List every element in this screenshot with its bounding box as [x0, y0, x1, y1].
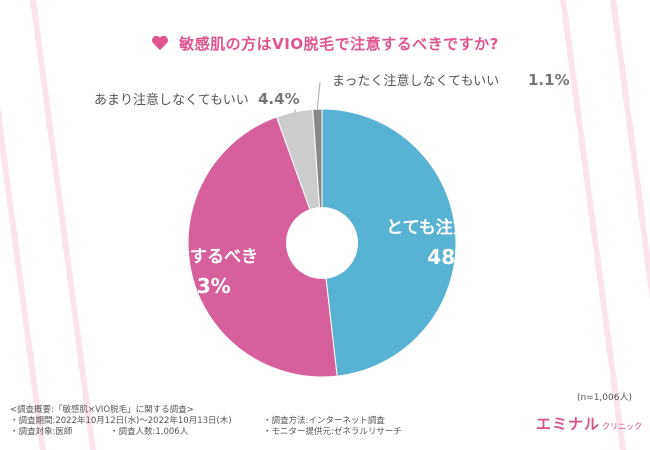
leader-line — [294, 109, 297, 113]
slice-label: やや注意するべき — [122, 246, 258, 267]
survey-period: ・調査期間:2022年10月12日(水)〜2022年10月13日(木) — [10, 416, 232, 426]
survey-provider: ・モニター提供元:ゼネラルリサーチ — [263, 427, 402, 437]
survey-overview: <調査概要:「敏感肌×VIO脱毛」に関する調査> ・調査期間:2022年10月1… — [10, 405, 402, 438]
slice-value-label: 48.2% — [427, 245, 496, 269]
donut-hole — [286, 207, 358, 279]
slice-label: とても注意するべき — [386, 217, 538, 238]
logo-sub-text: クリニック — [602, 422, 643, 431]
slice-value-label: 4.4% — [258, 90, 300, 108]
slice-label: あまり注意しなくてもいい — [94, 92, 249, 108]
chart-title: 敏感肌の方はVIO脱毛で注意するべきですか? — [179, 34, 499, 53]
background-stripe — [560, 0, 626, 450]
sample-size-note: (n=1,006人) — [576, 393, 632, 403]
leader-line — [316, 81, 321, 110]
background-stripe — [610, 0, 650, 300]
survey-method: ・調査方法:インターネット調査 — [263, 416, 385, 426]
heart-icon — [152, 35, 169, 51]
background-stripe — [30, 0, 96, 450]
slice-label: まったく注意しなくてもいい — [332, 73, 499, 89]
clinic-logo: エミナル クリニック — [536, 413, 642, 434]
survey-target: ・調査対象:医師 — [10, 427, 73, 437]
background-stripe — [0, 105, 46, 450]
overview-heading: <調査概要:「敏感肌×VIO脱毛」に関する調査> — [10, 405, 194, 415]
survey-count: ・調査人数:1,006人 — [110, 427, 189, 437]
slice-value-label: 46.3% — [161, 274, 230, 298]
title-bar: 敏感肌の方はVIO脱毛で注意するべきですか? — [0, 28, 650, 58]
logo-main-text: エミナル — [536, 415, 601, 433]
pie-slice — [321, 108, 457, 377]
slice-value-label: 1.1% — [528, 71, 570, 89]
